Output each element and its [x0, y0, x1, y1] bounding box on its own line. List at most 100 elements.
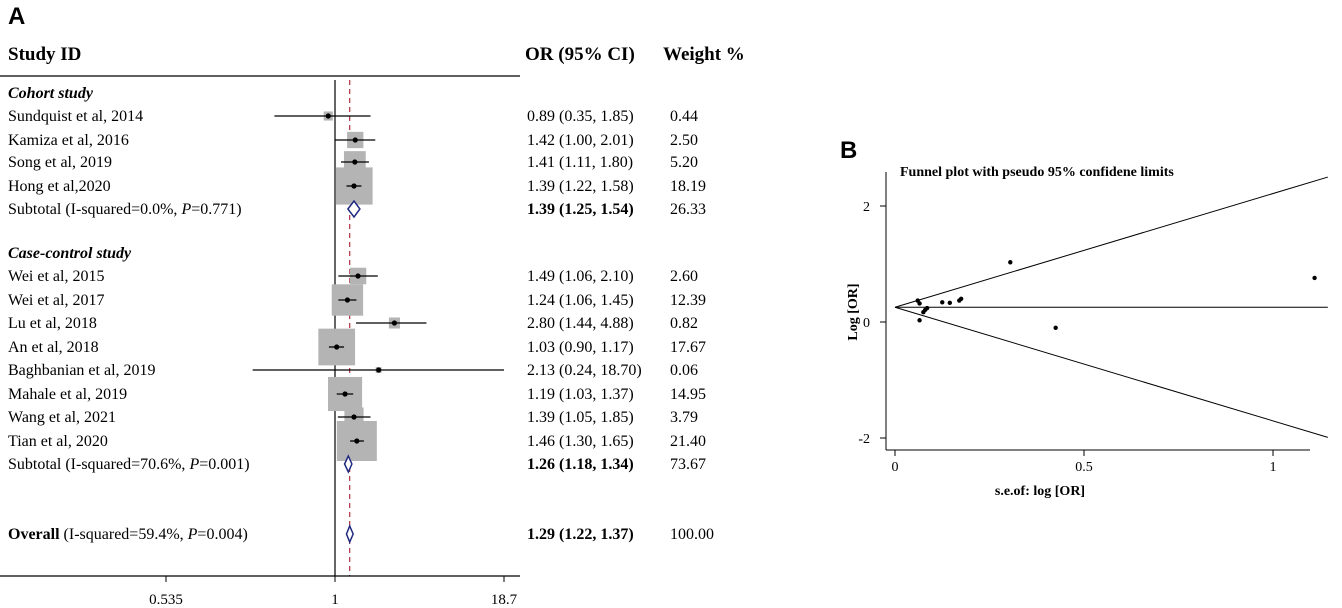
study-point	[355, 273, 361, 279]
study-name: Sundquist et al, 2014	[8, 108, 143, 125]
study-weight-text: 0.44	[670, 108, 698, 125]
study-name: Wang et al, 2021	[8, 409, 116, 426]
study-weight-text: 18.19	[670, 178, 706, 195]
subtotal-p-value: =0.001)	[199, 456, 249, 473]
study-point	[325, 113, 331, 119]
study-or-text: 1.46 (1.30, 1.65)	[527, 433, 634, 450]
funnel-plot-area: 2 0 -2 0 0.5 1	[858, 176, 1328, 475]
study-or-text: 0.89 (0.35, 1.85)	[527, 108, 634, 125]
panel-a-label: A	[8, 3, 25, 30]
study-name: Wei et al, 2015	[8, 268, 104, 285]
overall-bold: Overall	[8, 526, 60, 543]
study-weight-text: 21.40	[670, 433, 706, 450]
subtotal-weight-text: 26.33	[670, 201, 706, 218]
funnel-point	[958, 296, 964, 301]
study-point	[351, 414, 357, 420]
study-point	[391, 320, 398, 326]
funnel-x-tick-label: 0	[892, 460, 899, 475]
study-weight-text: 5.20	[670, 154, 698, 171]
study-or-text: 1.49 (1.06, 2.10)	[527, 268, 634, 285]
study-point	[334, 344, 340, 350]
subtotal-text: Subtotal (I-squared=70.6%,	[8, 456, 189, 473]
funnel-y-tick-label: 0	[863, 316, 870, 331]
subtotal-text: Subtotal (I-squared=0.0%,	[8, 201, 181, 218]
subtotal-label-cohort: Subtotal (I-squared=0.0%, P=0.771)	[8, 201, 242, 218]
study-or-text: 1.42 (1.00, 2.01)	[527, 132, 634, 149]
study-or-text: 2.80 (1.44, 4.88)	[527, 315, 634, 332]
subtotal-or-text: 1.26 (1.18, 1.34)	[527, 456, 634, 473]
subtotal-weight-text: 73.67	[670, 456, 706, 473]
funnel-point	[947, 300, 953, 306]
study-point	[376, 367, 382, 373]
subtotal-or-text: 1.39 (1.25, 1.54)	[527, 201, 634, 218]
funnel-y-label: Log [OR]	[846, 283, 861, 340]
funnel-x-tick-label: 0.5	[1075, 460, 1093, 475]
funnel-point	[940, 300, 945, 305]
funnel-point	[1008, 260, 1013, 265]
study-point	[354, 438, 360, 444]
study-name: Song et al, 2019	[8, 154, 112, 171]
funnel-upper-limit	[894, 176, 1328, 308]
funnel-lower-limit	[894, 306, 1328, 438]
study-or-text: 1.19 (1.03, 1.37)	[527, 386, 634, 403]
subtotal-p-label: P	[188, 456, 199, 473]
study-weight-text: 2.50	[670, 132, 698, 149]
funnel-x-tick-label: 1	[1270, 460, 1277, 475]
overall-weight-text: 100.00	[670, 526, 714, 543]
pooled-diamond	[346, 199, 361, 219]
subtotal-p-value: =0.771)	[191, 201, 241, 218]
study-name: An et al, 2018	[8, 339, 99, 356]
study-point	[342, 391, 348, 397]
funnel-y-tick-label: 2	[863, 200, 870, 215]
funnel-point	[917, 318, 922, 323]
study-weight-text: 2.60	[670, 268, 698, 285]
study-name: Mahale et al, 2019	[8, 386, 127, 403]
pooled-diamond	[343, 454, 353, 474]
forest-tick-label: 0.535	[149, 592, 183, 608]
funnel-point	[1053, 325, 1058, 330]
study-weight-text: 12.39	[670, 292, 706, 309]
overall-p-label: P	[187, 526, 198, 543]
study-or-text: 1.41 (1.11, 1.80)	[527, 154, 633, 171]
subtotal-p-label: P	[180, 201, 191, 218]
study-name: Wei et al, 2017	[8, 292, 104, 309]
forest-tick-label: 1	[331, 592, 339, 608]
study-weight-text: 14.95	[670, 386, 706, 403]
overall-rest: (I-squared=59.4%,	[60, 526, 188, 543]
subtotal-label-case-control: Subtotal (I-squared=70.6%, P=0.001)	[8, 456, 250, 473]
study-name: Kamiza et al, 2016	[8, 132, 129, 149]
study-point	[352, 137, 358, 143]
study-point	[351, 183, 357, 189]
study-or-text: 1.03 (0.90, 1.17)	[527, 339, 634, 356]
funnel-point	[917, 301, 922, 306]
study-name: Tian et al, 2020	[8, 433, 108, 450]
forest-plot-area	[252, 80, 504, 576]
study-name: Hong et al,2020	[8, 178, 111, 195]
study-name: Lu et al, 2018	[8, 315, 97, 332]
funnel-y-tick-label: -2	[858, 432, 870, 447]
study-or-text: 2.13 (0.24, 18.70)	[527, 362, 642, 379]
panel-b: B Funnel plot with pseudo 95% confidene …	[840, 137, 1328, 499]
overall-p-value: =0.004)	[197, 526, 247, 543]
header-study-id: Study ID	[8, 44, 81, 65]
funnel-x-label: s.e.of: log [OR]	[995, 484, 1085, 499]
study-point	[352, 159, 358, 165]
overall-or-text: 1.29 (1.22, 1.37)	[527, 526, 634, 543]
study-point	[344, 297, 351, 303]
study-or-text: 1.39 (1.05, 1.85)	[527, 409, 634, 426]
study-or-text: 1.39 (1.22, 1.58)	[527, 178, 634, 195]
pooled-diamond	[345, 524, 354, 544]
funnel-point	[1312, 275, 1317, 281]
study-weight-text: 17.67	[670, 339, 706, 356]
study-or-text: 1.24 (1.06, 1.45)	[527, 292, 634, 309]
panel-a: A Study ID OR (95% CI) Weight % Cohort s…	[0, 3, 745, 608]
forest-tick-label: 18.7	[491, 592, 518, 608]
header-or-ci: OR (95% CI)	[525, 44, 635, 65]
group-title-cohort: Cohort study	[8, 85, 94, 102]
study-weight-text: 0.82	[670, 315, 698, 332]
group-title-case-control: Case-control study	[8, 245, 132, 262]
header-weight: Weight %	[663, 44, 745, 65]
study-name: Baghbanian et al, 2019	[8, 362, 156, 379]
funnel-title: Funnel plot with pseudo 95% confidene li…	[900, 165, 1174, 180]
